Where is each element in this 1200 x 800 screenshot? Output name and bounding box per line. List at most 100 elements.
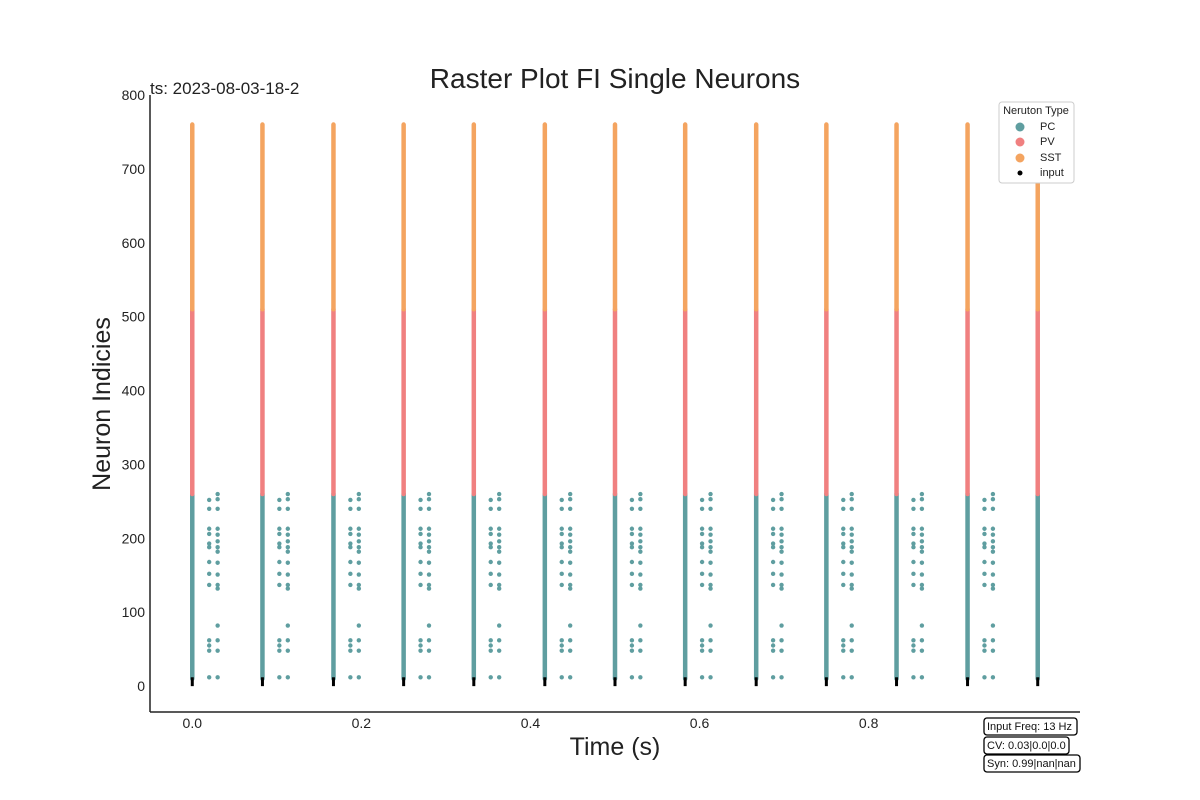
pc-late-spike xyxy=(708,545,713,550)
pc-late-spike xyxy=(849,549,854,554)
pc-late-spike xyxy=(841,541,846,546)
pc-late-spike xyxy=(990,648,996,653)
pc-late-spike xyxy=(426,648,432,653)
pc-late-spike xyxy=(841,531,846,537)
pc-late-spike xyxy=(779,582,784,588)
pc-late-spike xyxy=(277,559,282,565)
pc-late-spike xyxy=(770,506,776,511)
pc-late-spike xyxy=(841,648,846,653)
pc-late-spike xyxy=(206,541,212,546)
pc-late-spike xyxy=(990,560,996,565)
input-freq-text: Input Freq: 13 Hz xyxy=(987,721,1072,733)
pc-late-spike xyxy=(708,572,713,577)
pc-late-spike xyxy=(277,526,282,531)
pc-late-spike xyxy=(708,526,713,531)
pc-late-spike xyxy=(418,643,423,648)
pc-late-spike xyxy=(638,545,643,550)
pc-late-spike xyxy=(699,559,705,565)
pc-late-spike xyxy=(356,506,362,511)
pc-late-spike xyxy=(567,506,573,511)
pc-late-spike xyxy=(496,545,502,550)
pc-late-spike xyxy=(699,582,705,588)
pc-late-spike xyxy=(779,491,784,497)
pc-late-spike xyxy=(982,675,987,680)
pc-late-spike xyxy=(356,560,362,565)
pc-late-spike xyxy=(488,582,493,588)
pc-late-spike xyxy=(215,560,220,565)
pc-late-spike xyxy=(699,638,705,643)
pc-late-spike xyxy=(990,675,996,680)
pc-late-spike xyxy=(215,526,220,531)
pc-late-spike xyxy=(770,545,776,550)
pc-late-spike xyxy=(770,638,776,643)
pc-late-spike xyxy=(277,506,282,511)
pc-late-spike xyxy=(206,571,212,577)
pc-late-spike xyxy=(629,497,635,503)
x-tick-label: 0.6 xyxy=(690,715,710,731)
pc-late-spike xyxy=(779,560,784,565)
y-tick-label: 300 xyxy=(122,456,146,472)
pc-late-spike xyxy=(638,572,643,577)
pc-late-spike xyxy=(559,559,564,565)
pc-late-spike xyxy=(629,571,635,577)
pc-late-spike xyxy=(496,648,502,653)
pc-late-spike xyxy=(418,571,423,577)
pc-late-spike xyxy=(277,582,282,588)
pc-late-spike xyxy=(559,675,564,680)
pc-late-spike xyxy=(990,526,996,531)
pc-late-spike xyxy=(911,582,916,588)
y-tick-label: 600 xyxy=(122,235,146,251)
pc-late-spike xyxy=(841,643,846,648)
pc-late-spike xyxy=(426,586,432,591)
pc-late-spike xyxy=(348,571,353,577)
pc-late-spike xyxy=(990,623,996,628)
pc-late-spike xyxy=(356,545,362,550)
pc-late-spike xyxy=(559,531,564,537)
pc-late-spike xyxy=(496,526,502,531)
x-tick-label: 0.8 xyxy=(859,715,879,731)
pc-late-spike xyxy=(911,545,916,550)
pc-late-spike xyxy=(779,648,784,653)
pc-late-spike xyxy=(559,571,564,577)
pc-late-spike xyxy=(418,497,423,503)
pc-late-spike xyxy=(911,541,916,546)
pc-late-spike xyxy=(285,526,291,531)
pc-late-spike xyxy=(277,545,282,550)
legend-label-pv: PV xyxy=(1040,136,1055,148)
pc-late-spike xyxy=(708,675,713,680)
pc-late-spike xyxy=(779,586,784,591)
pc-late-spike xyxy=(488,545,493,550)
pc-late-spike xyxy=(699,506,705,511)
pc-late-spike xyxy=(496,496,502,502)
y-tick-label: 500 xyxy=(122,309,146,325)
pc-late-spike xyxy=(990,539,996,544)
pc-late-spike xyxy=(849,648,854,653)
pc-late-spike xyxy=(779,506,784,511)
pc-late-spike xyxy=(348,582,353,588)
pc-late-spike xyxy=(708,532,713,537)
pc-late-spike xyxy=(215,638,220,643)
pc-late-spike xyxy=(285,638,291,643)
pc-late-spike xyxy=(770,526,776,531)
pc-late-spike xyxy=(356,491,362,497)
pc-late-spike xyxy=(919,496,925,502)
pc-late-spike xyxy=(418,559,423,565)
pc-late-spike xyxy=(285,572,291,577)
pc-late-spike xyxy=(638,549,643,554)
pc-late-spike xyxy=(708,496,713,502)
pc-late-spike xyxy=(638,526,643,531)
pc-late-spike xyxy=(567,491,573,497)
pc-late-spike xyxy=(567,638,573,643)
pc-late-spike xyxy=(496,491,502,497)
pc-late-spike xyxy=(215,545,220,550)
pc-late-spike xyxy=(348,643,353,648)
pc-late-spike xyxy=(919,675,925,680)
pc-late-spike xyxy=(567,572,573,577)
pc-late-spike xyxy=(277,497,282,503)
pc-late-spike xyxy=(559,497,564,503)
pc-late-spike xyxy=(708,648,713,653)
pc-late-spike xyxy=(770,582,776,588)
pc-late-spike xyxy=(215,572,220,577)
pc-late-spike xyxy=(919,648,925,653)
pc-late-spike xyxy=(779,532,784,537)
